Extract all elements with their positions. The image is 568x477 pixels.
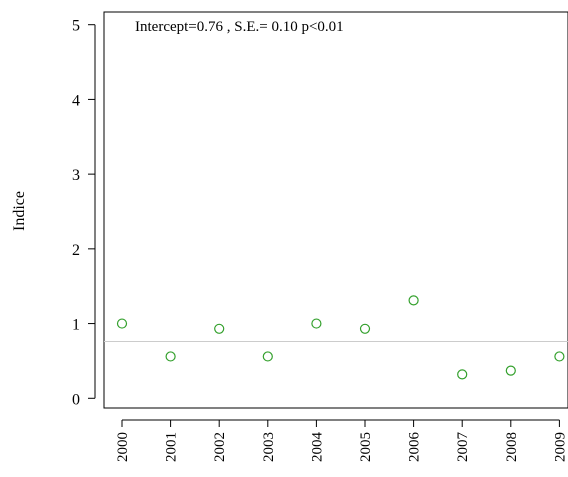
x-tick-label: 2005 xyxy=(358,432,374,462)
data-point xyxy=(457,369,468,380)
y-tick-label: 5 xyxy=(72,18,80,35)
data-point xyxy=(554,351,565,362)
y-ticks: 0 1 2 3 4 5 xyxy=(72,18,95,408)
y-tick-label: 0 xyxy=(72,391,80,408)
data-point xyxy=(262,351,273,362)
x-tick-label: 2002 xyxy=(212,432,228,462)
x-tick-label: 2004 xyxy=(309,432,325,463)
x-tick-label: 2007 xyxy=(455,432,471,463)
data-point xyxy=(505,365,516,376)
x-tick-label: 2003 xyxy=(261,432,277,462)
data-point xyxy=(214,323,225,334)
x-ticks: 2000 2001 2002 2003 2004 2005 2006 2007 2008 2009 xyxy=(115,420,568,462)
y-axis-label: Indice xyxy=(11,191,28,231)
x-tick-label: 2006 xyxy=(407,432,423,463)
y-tick-label: 2 xyxy=(72,242,80,259)
y-tick-label: 1 xyxy=(72,317,80,334)
y-tick-label: 3 xyxy=(72,167,80,184)
y-tick-label: 4 xyxy=(72,92,80,109)
data-point xyxy=(165,351,176,362)
x-tick-label: 2008 xyxy=(504,432,520,462)
data-points xyxy=(116,295,565,380)
chart-annotation: Intercept=0.76 , S.E.= 0.10 p<0.01 xyxy=(135,19,344,35)
data-point xyxy=(359,323,371,334)
data-point xyxy=(311,318,322,329)
data-point xyxy=(116,318,128,329)
data-point xyxy=(408,295,419,306)
x-tick-label: 2001 xyxy=(164,432,180,462)
x-tick-label: 2009 xyxy=(552,432,568,462)
x-tick-label: 2000 xyxy=(115,432,131,462)
plot-frame xyxy=(103,11,568,409)
